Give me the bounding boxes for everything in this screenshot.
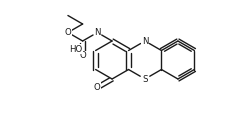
Text: N: N [142,36,148,45]
Text: O: O [65,28,71,37]
Text: HO: HO [69,45,82,54]
Text: O: O [94,83,101,91]
Text: S: S [142,75,148,84]
Text: N: N [94,28,101,37]
Text: O: O [79,51,86,60]
